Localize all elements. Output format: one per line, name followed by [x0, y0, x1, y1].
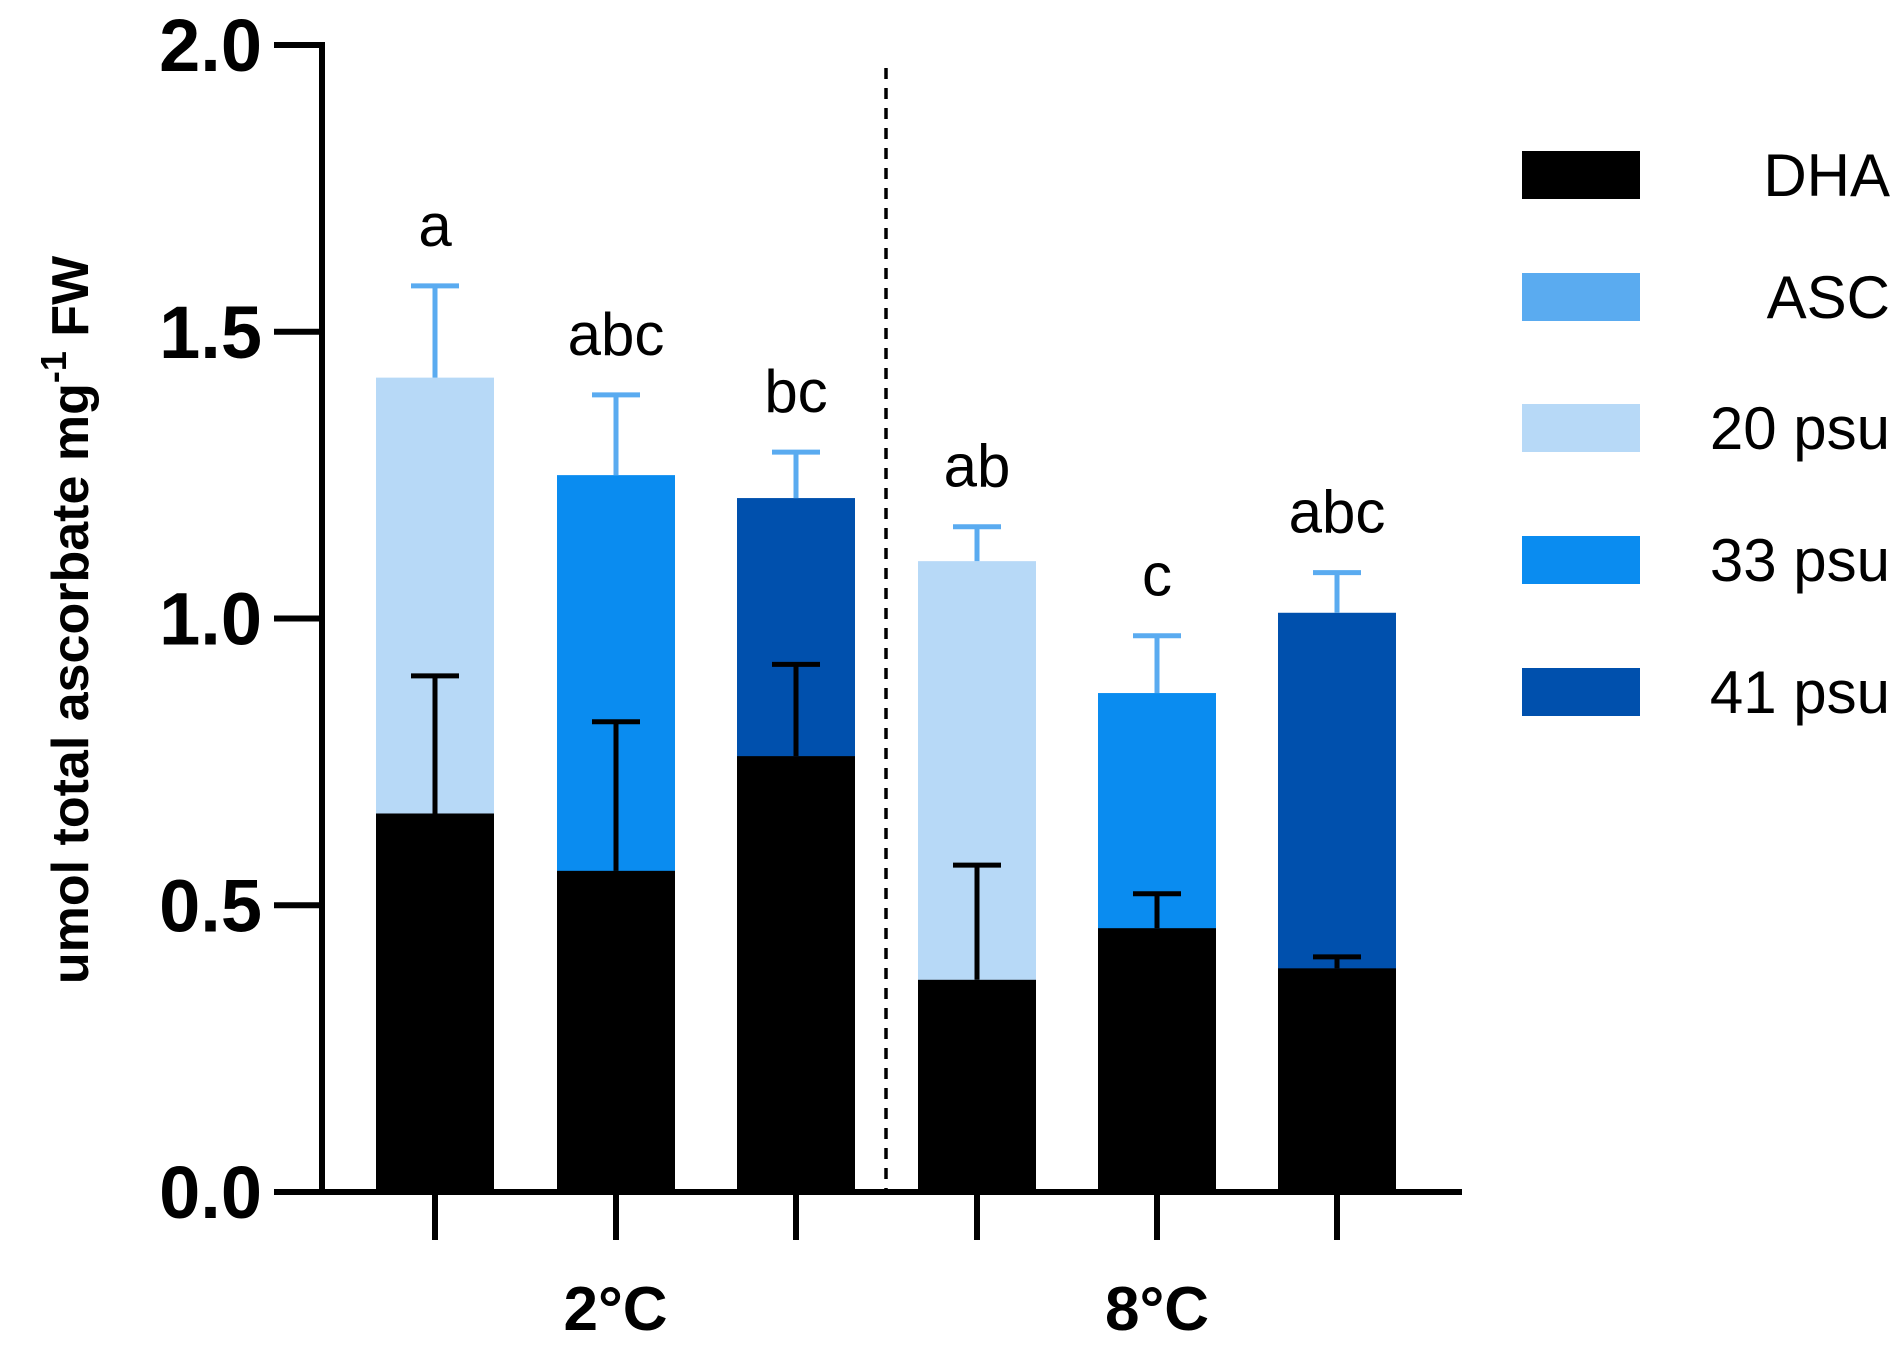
- y-tick-label-3: 1.0: [159, 578, 262, 661]
- y-axis-title-suffix: FW: [42, 255, 100, 351]
- significance-label-5: c: [1142, 542, 1172, 609]
- bar-dha-5: [1098, 928, 1216, 1192]
- x-group-label-2: 8°C: [1105, 1275, 1209, 1344]
- significance-label-1: a: [418, 192, 452, 259]
- y-tick-label-5: 2.0: [159, 4, 262, 87]
- legend-swatch-1: [1522, 151, 1640, 199]
- legend-swatch-3: [1522, 404, 1640, 452]
- y-tick-label-1: 0.0: [159, 1151, 262, 1234]
- bar-dha-2: [557, 870, 675, 1192]
- legend-label-3: 20 psu: [1710, 395, 1890, 462]
- legend-swatch-2: [1522, 273, 1640, 321]
- significance-label-3: bc: [764, 358, 827, 425]
- legend-label-4: 33 psu: [1710, 527, 1890, 594]
- legend-swatch-4: [1522, 536, 1640, 584]
- y-axis-title-main: umol total ascorbate mg: [42, 383, 100, 984]
- bar-dha-4: [918, 979, 1036, 1192]
- legend-label-2: ASC: [1767, 264, 1890, 331]
- significance-label-4: ab: [944, 433, 1011, 500]
- significance-label-2: abc: [568, 301, 665, 368]
- legend-label-5: 41 psu: [1710, 659, 1890, 726]
- y-tick-label-2: 0.5: [159, 864, 262, 947]
- bar-dha-6: [1278, 968, 1396, 1192]
- y-axis-title: umol total ascorbate mg-1 FW: [33, 255, 100, 984]
- bar-dha-1: [376, 813, 494, 1192]
- x-group-label-1: 2°C: [563, 1275, 667, 1344]
- y-axis-title-superscript: -1: [33, 351, 74, 383]
- legend-label-1: DHA: [1763, 142, 1890, 209]
- significance-label-6: abc: [1289, 479, 1386, 546]
- legend-swatch-5: [1522, 668, 1640, 716]
- y-tick-label-4: 1.5: [159, 291, 262, 374]
- bar-dha-3: [737, 756, 855, 1192]
